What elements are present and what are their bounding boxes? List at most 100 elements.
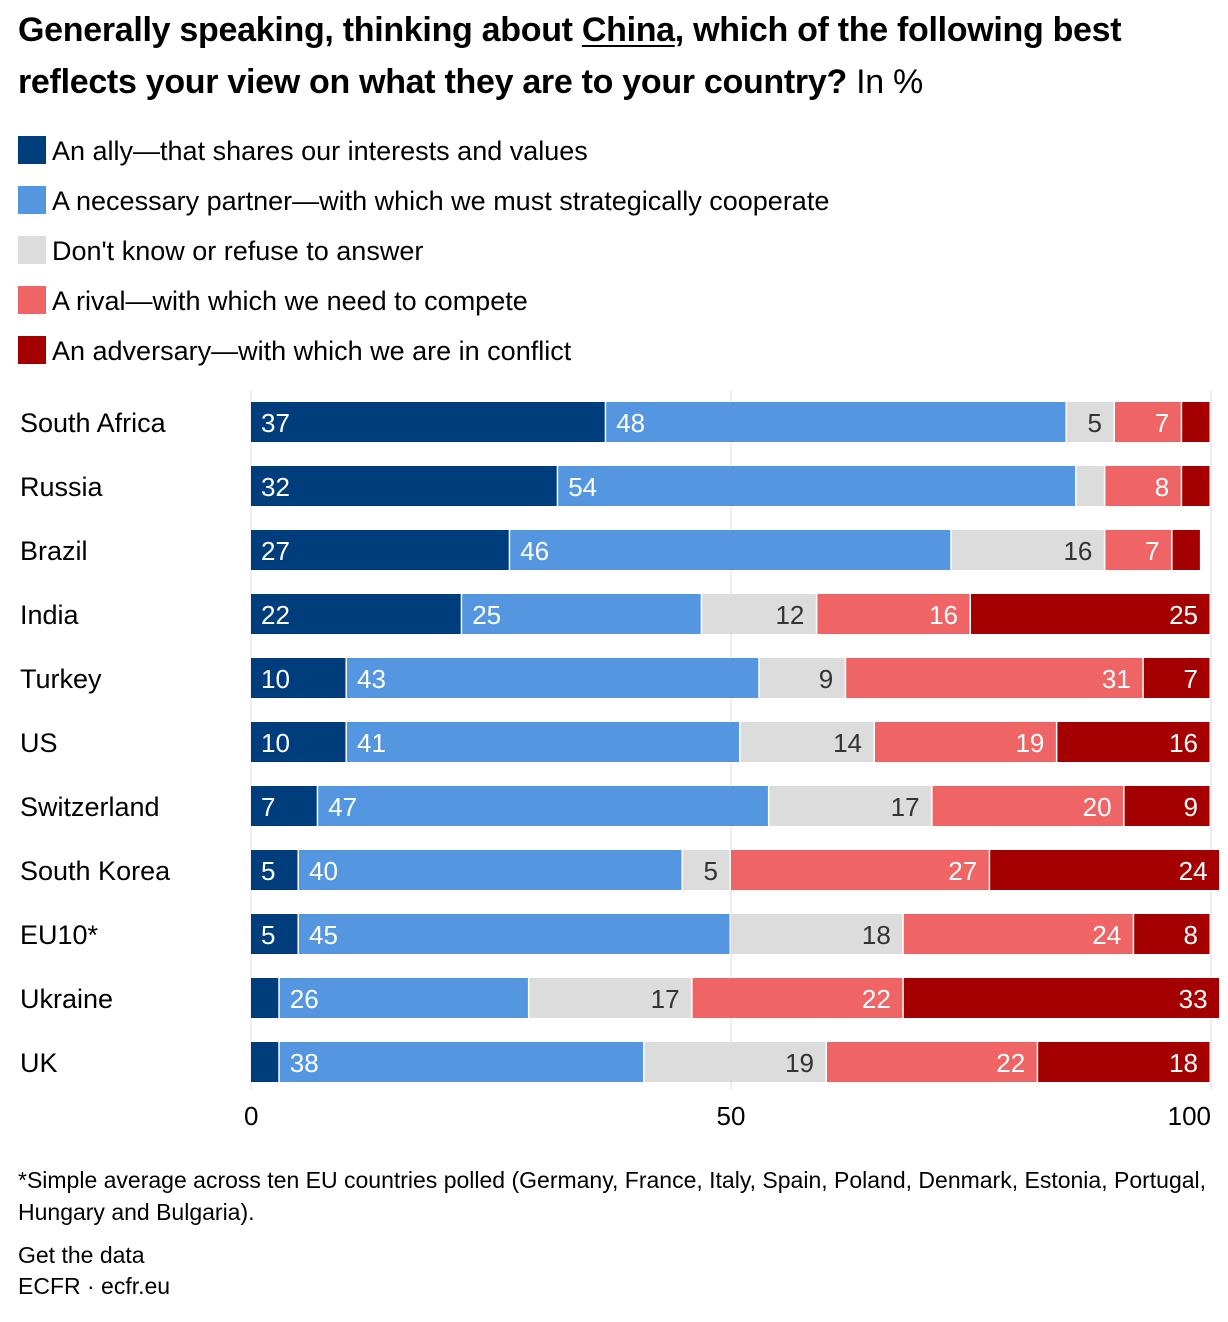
bar-south-korea-partner [299, 850, 682, 890]
bar-us-adversary [1057, 722, 1210, 762]
data-label-uk-adversary: 18 [1169, 1048, 1198, 1078]
data-label-us-partner: 41 [357, 728, 386, 758]
legend-swatch-ally [18, 136, 46, 164]
bar-ukraine-dont-know [529, 978, 692, 1018]
data-label-south-korea-adversary: 24 [1179, 856, 1208, 886]
bar-turkey-rival [846, 658, 1143, 698]
bar-south-korea-dont-know [683, 850, 730, 890]
data-label-brazil-rival: 7 [1145, 536, 1159, 566]
legend-item-ally: An ally—that shares our interests and va… [18, 132, 829, 182]
data-label-south-korea-ally: 5 [261, 856, 275, 886]
bar-south-africa-dont-know [1067, 402, 1114, 442]
data-label-india-ally: 22 [261, 600, 290, 630]
data-label-ukraine-adversary: 33 [1179, 984, 1208, 1014]
bar-brazil-rival [1105, 530, 1172, 570]
bar-south-korea-adversary [990, 850, 1220, 890]
get-the-data-link[interactable]: Get the data [18, 1242, 145, 1268]
data-label-south-korea-dont-know: 5 [704, 856, 718, 886]
bar-india-adversary [971, 594, 1210, 634]
bar-switzerland-adversary [1124, 786, 1210, 826]
bar-uk-partner [279, 1042, 644, 1082]
data-label-india-partner: 25 [472, 600, 501, 630]
data-label-switzerland-dont-know: 17 [891, 792, 920, 822]
data-label-south-africa-partner: 48 [616, 408, 645, 438]
bar-uk-adversary [1038, 1042, 1210, 1082]
data-label-eu10-ally: 5 [261, 920, 275, 950]
bar-eu10-adversary [1134, 914, 1210, 954]
bar-switzerland-partner [318, 786, 768, 826]
data-label-turkey-dont-know: 9 [819, 664, 833, 694]
bar-india-dont-know [702, 594, 816, 634]
bar-us-partner [347, 722, 740, 762]
data-label-south-korea-partner: 40 [309, 856, 338, 886]
bar-south-africa-partner [606, 402, 1066, 442]
bar-south-korea-rival [731, 850, 989, 890]
data-label-brazil-dont-know: 16 [1063, 536, 1092, 566]
data-label-us-rival: 19 [1015, 728, 1044, 758]
data-label-uk-dont-know: 19 [785, 1048, 814, 1078]
x-tick-label-100: 100 [1168, 1101, 1211, 1131]
data-label-uk-partner: 38 [290, 1048, 319, 1078]
legend-item-partner: A necessary partner—with which we must s… [18, 182, 829, 232]
bar-turkey-adversary [1143, 658, 1210, 698]
data-label-switzerland-ally: 7 [261, 792, 275, 822]
bar-india-partner [462, 594, 701, 634]
category-label-uk: UK [20, 1048, 58, 1078]
footnote: *Simple average across ten EU countries … [18, 1167, 1207, 1225]
data-label-russia-rival: 8 [1155, 472, 1169, 502]
data-label-turkey-ally: 10 [261, 664, 290, 694]
legend-swatch-dont-know [18, 236, 46, 264]
data-label-brazil-ally: 27 [261, 536, 290, 566]
bar-switzerland-rival [932, 786, 1124, 826]
bar-uk-dont-know [644, 1042, 826, 1082]
bar-eu10-ally [251, 914, 298, 954]
bar-us-rival [875, 722, 1056, 762]
data-label-south-africa-rival: 7 [1155, 408, 1169, 438]
data-label-eu10-dont-know: 18 [862, 920, 891, 950]
bar-us-ally [251, 722, 346, 762]
legend-label-adversary: An adversary—with which we are in confli… [52, 336, 572, 366]
data-label-ukraine-dont-know: 17 [651, 984, 680, 1014]
data-label-turkey-partner: 43 [357, 664, 386, 694]
legend-label-dont-know: Don't know or refuse to answer [52, 236, 424, 266]
bar-brazil-ally [251, 530, 509, 570]
x-tick-label-50: 50 [717, 1101, 746, 1131]
bar-south-africa-adversary [1182, 402, 1210, 442]
bar-ukraine-adversary [903, 978, 1220, 1018]
data-label-us-ally: 10 [261, 728, 290, 758]
legend-item-dont-know: Don't know or refuse to answer [18, 232, 829, 282]
bar-russia-rival [1105, 466, 1181, 506]
data-label-uk-rival: 22 [996, 1048, 1025, 1078]
bar-brazil-dont-know [951, 530, 1104, 570]
legend-swatch-rival [18, 286, 46, 314]
bar-ukraine-rival [692, 978, 903, 1018]
legend-label-ally: An ally—that shares our interests and va… [52, 136, 588, 166]
bar-eu10-dont-know [731, 914, 903, 954]
category-label-turkey: Turkey [20, 664, 102, 694]
bar-brazil-partner [510, 530, 951, 570]
bar-switzerland-ally [251, 786, 317, 826]
data-label-russia-ally: 32 [261, 472, 290, 502]
data-label-eu10-rival: 24 [1092, 920, 1121, 950]
data-label-india-adversary: 25 [1169, 600, 1198, 630]
category-label-india: India [20, 600, 80, 630]
data-label-india-rival: 16 [929, 600, 958, 630]
data-label-turkey-rival: 31 [1102, 664, 1131, 694]
bar-russia-ally [251, 466, 557, 506]
data-label-ukraine-rival: 22 [862, 984, 891, 1014]
bar-turkey-partner [347, 658, 759, 698]
bar-ukraine-ally [251, 978, 279, 1018]
data-label-south-korea-rival: 27 [948, 856, 977, 886]
data-label-switzerland-rival: 20 [1083, 792, 1112, 822]
category-label-south-korea: South Korea [20, 856, 171, 886]
bar-turkey-ally [251, 658, 346, 698]
source-credit: ECFR · ecfr.eu [18, 1273, 171, 1299]
chart-title: Generally speaking, thinking about China… [18, 4, 1208, 108]
data-label-russia-partner: 54 [568, 472, 597, 502]
title-text-part2: , which of the following best reflects y… [18, 11, 1122, 101]
title-highlight-china: China [581, 11, 675, 49]
bar-india-rival [817, 594, 970, 634]
title-text-part1: Generally speaking, thinking about [18, 11, 582, 49]
legend-label-partner: A necessary partner—with which we must s… [52, 186, 830, 216]
bar-south-korea-ally [251, 850, 298, 890]
